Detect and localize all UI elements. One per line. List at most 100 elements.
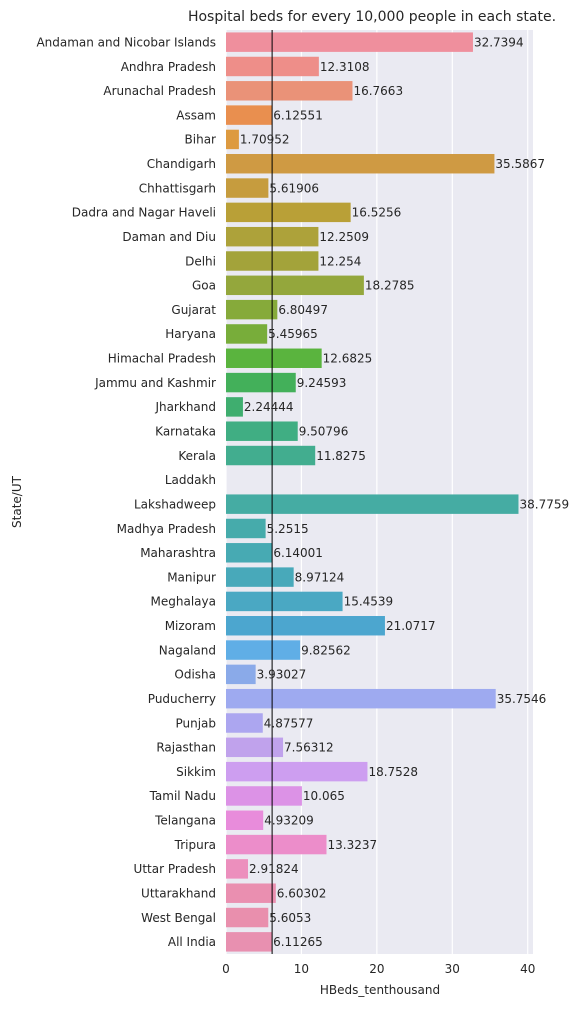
value-label: 4.93209 — [264, 814, 314, 828]
y-tick-label: Chhattisgarh — [139, 181, 216, 195]
bar — [226, 616, 385, 636]
value-labels: 32.7394 12.3108 16.7663 6.12551 1.70952 35.58… — [240, 35, 569, 949]
value-label: 12.2509 — [319, 230, 369, 244]
bar — [226, 348, 322, 368]
value-label: 5.2515 — [267, 522, 309, 536]
value-label: 15.4539 — [344, 595, 394, 609]
value-label: 21.0717 — [386, 619, 436, 633]
y-tick-label: Karnataka — [155, 425, 216, 439]
bar — [226, 445, 316, 466]
y-tick-label: Kerala — [178, 449, 216, 463]
value-label: 9.50796 — [299, 425, 349, 439]
value-label: 6.12551 — [273, 108, 323, 122]
y-tick-label: Haryana — [165, 327, 216, 341]
y-tick-label: Meghalaya — [151, 595, 216, 609]
y-tick-label: Himachal Pradesh — [108, 352, 216, 366]
bar — [226, 154, 495, 174]
y-tick-label: West Bengal — [141, 911, 216, 925]
bar — [226, 397, 243, 417]
bar — [226, 640, 301, 660]
bar — [226, 178, 269, 198]
value-label: 13.3237 — [328, 838, 378, 852]
bar — [226, 299, 278, 320]
y-tick-label: Jharkhand — [154, 400, 216, 414]
y-tick-label: Mizoram — [165, 619, 216, 633]
y-tick-label: Lakshadweep — [134, 497, 216, 511]
value-label: 16.7663 — [353, 84, 403, 98]
bar — [226, 883, 276, 903]
value-label: 18.2785 — [365, 279, 415, 293]
y-tick-label: All India — [168, 935, 216, 949]
y-tick-label: Delhi — [185, 254, 216, 268]
value-label: 12.3108 — [320, 60, 370, 74]
y-tick-label: Gujarat — [171, 303, 216, 317]
value-label: 3.93027 — [257, 668, 307, 682]
y-tick-label: Assam — [176, 108, 216, 122]
value-label: 6.80497 — [278, 303, 328, 317]
value-label: 5.45965 — [268, 327, 318, 341]
bar — [226, 421, 298, 441]
value-label: 12.254 — [319, 254, 361, 268]
y-tick-label: Sikkim — [176, 765, 216, 779]
y-tick-label: Goa — [192, 279, 216, 293]
y-axis-title: State/UT — [10, 475, 24, 528]
y-tick-label: Odisha — [174, 668, 216, 682]
value-label: 6.60302 — [277, 887, 327, 901]
x-axis-title: HBeds_tenthousand — [320, 983, 440, 997]
value-label: 6.14001 — [273, 546, 323, 560]
value-label: 18.7528 — [368, 765, 418, 779]
bar — [226, 202, 351, 223]
x-tick-label: 30 — [445, 962, 460, 976]
chart-title: Hospital beds for every 10,000 people in… — [188, 9, 556, 25]
value-label: 10.065 — [303, 789, 345, 803]
bar — [226, 786, 302, 806]
y-tick-label: Bihar — [185, 133, 217, 147]
bar — [226, 324, 268, 344]
y-tick-label: Uttarakhand — [141, 887, 216, 901]
y-tick-label: Punjab — [175, 716, 216, 730]
bar — [226, 859, 249, 879]
bar — [226, 761, 368, 782]
value-label: 32.7394 — [474, 35, 524, 49]
value-label: 7.56312 — [284, 741, 334, 755]
value-label: 1.70952 — [240, 133, 290, 147]
bar — [226, 567, 294, 587]
y-tick-label: Daman and Diu — [122, 230, 216, 244]
x-tick-label: 20 — [369, 962, 384, 976]
x-tick-labels: 0 10 20 30 40 — [222, 962, 535, 976]
bar — [226, 543, 273, 563]
y-tick-label: Madhya Pradesh — [117, 522, 216, 536]
value-label: 9.24593 — [297, 376, 347, 390]
bar — [226, 81, 353, 101]
value-label: 5.6053 — [269, 911, 311, 925]
y-tick-label: Telangana — [154, 814, 216, 828]
y-tick-labels: Andaman and Nicobar Islands Andhra Prades… — [36, 35, 216, 949]
value-label: 2.91824 — [249, 862, 299, 876]
y-tick-label: Andhra Pradesh — [121, 60, 216, 74]
y-tick-label: Rajasthan — [156, 741, 216, 755]
y-tick-label: Chandigarh — [147, 157, 216, 171]
bar — [226, 907, 269, 928]
y-tick-label: Arunachal Pradesh — [103, 84, 216, 98]
value-label: 35.5867 — [495, 157, 545, 171]
value-label: 6.11265 — [273, 935, 323, 949]
value-label: 5.61906 — [269, 181, 319, 195]
y-tick-label: Puducherry — [148, 692, 216, 706]
bar — [226, 275, 364, 296]
y-tick-label: Andaman and Nicobar Islands — [36, 35, 216, 49]
bar — [226, 372, 296, 393]
bar — [226, 810, 264, 830]
bar — [226, 834, 327, 855]
value-label: 8.97124 — [295, 570, 345, 584]
value-label: 4.87577 — [264, 716, 314, 730]
y-tick-label: Laddakh — [165, 473, 216, 487]
y-tick-label: Tripura — [174, 838, 216, 852]
bar — [226, 494, 519, 514]
y-tick-label: Dadra and Nagar Haveli — [72, 206, 216, 220]
bar — [226, 737, 284, 758]
bar — [226, 129, 239, 150]
bar — [226, 591, 343, 612]
bar — [226, 688, 496, 709]
